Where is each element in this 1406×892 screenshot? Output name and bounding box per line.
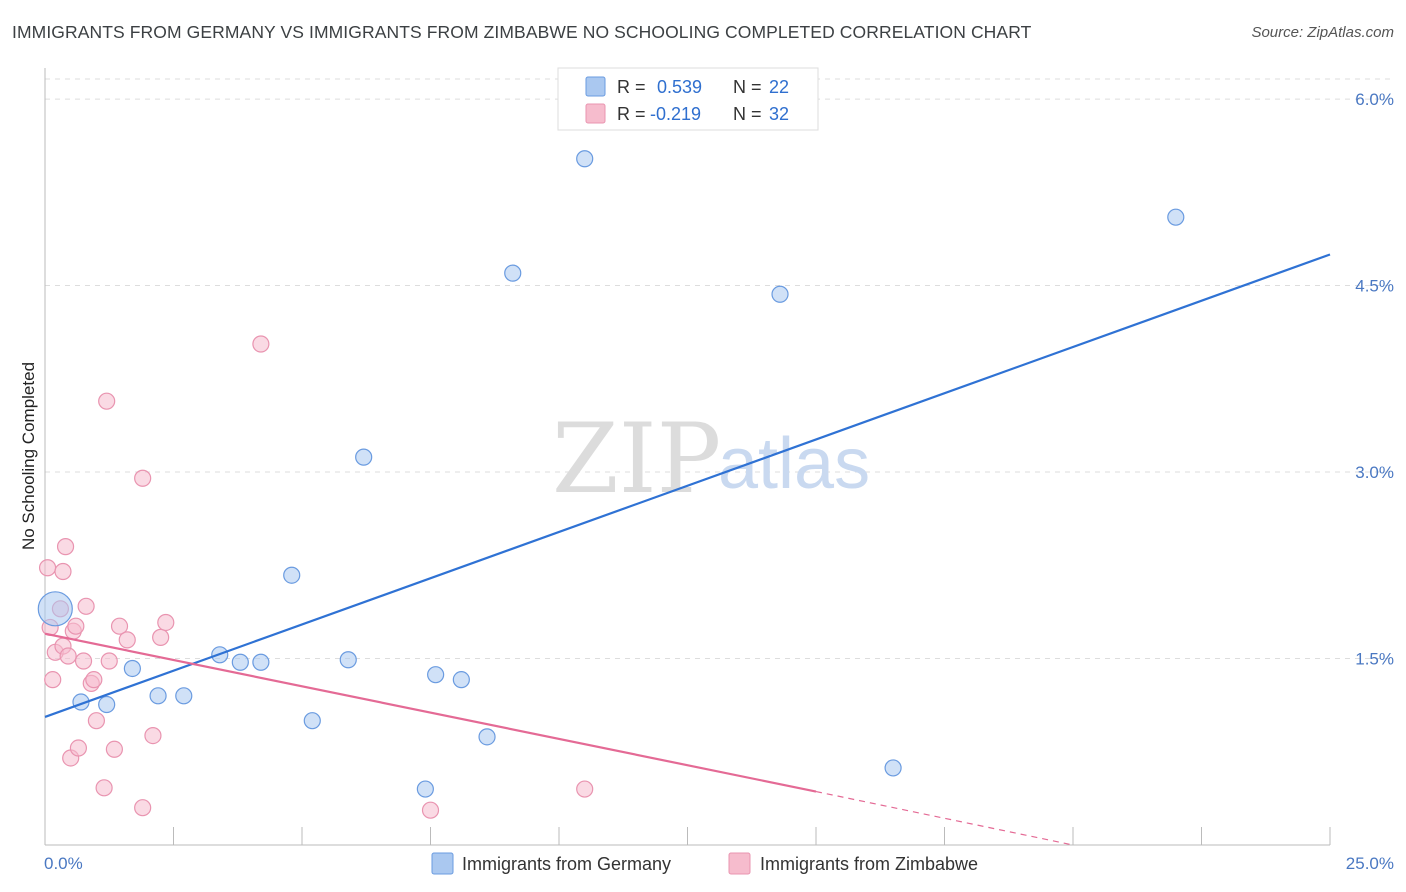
germany-point-4	[149, 687, 167, 705]
x-tick-label-25: 25.0%	[1346, 854, 1394, 873]
zimbabwe-point-12	[69, 739, 88, 757]
zimbabwe-point-18	[95, 779, 113, 797]
legend-zimbabwe-swatch	[585, 103, 606, 124]
legend-zimbabwe-n-value: 32	[769, 104, 789, 124]
germany-point-12	[355, 448, 373, 466]
germany-point-19	[771, 285, 789, 303]
source-credit: Source: ZipAtlas.com	[1251, 24, 1394, 41]
legend-bottom-zimbabwe-label: Immigrants from Zimbabwe	[760, 854, 978, 874]
zimbabwe-point-28	[157, 613, 175, 632]
germany-point-7	[231, 653, 249, 671]
germany-point-18	[576, 150, 594, 168]
legend-stats: R = 0.539 N = 22 R = -0.219 N = 32	[557, 67, 819, 131]
germany-point-5	[175, 687, 193, 705]
zimbabwe-point-6	[54, 562, 72, 581]
y-axis-label: No Schooling Completed	[19, 362, 38, 550]
germany-point-2	[98, 695, 116, 714]
zimbabwe-point-27	[152, 628, 170, 646]
germany-point-15	[452, 671, 470, 689]
legend-series: Immigrants from Germany Immigrants from …	[431, 852, 978, 875]
zimbabwe-point-2	[44, 671, 62, 689]
germany-point-9	[283, 566, 301, 584]
germany-point-17	[504, 264, 522, 282]
zimbabwe-point-30	[421, 801, 440, 819]
germany-point-8	[252, 653, 270, 671]
zimbabwe-point-20	[100, 652, 118, 670]
zimbabwe-point-23	[118, 631, 136, 649]
legend-germany-r-value: 0.539	[657, 77, 702, 97]
y-tick-label-2: 4.5%	[1355, 277, 1394, 296]
zimbabwe-trend-line	[44, 632, 817, 793]
trend-lines	[44, 253, 1331, 846]
zimbabwe-point-26	[144, 726, 162, 745]
zimbabwe-point-17	[87, 712, 106, 730]
zimbabwe-point-31	[576, 780, 594, 798]
zimbabwe-point-0	[38, 559, 57, 577]
zimbabwe-point-13	[74, 652, 93, 670]
zimbabwe-point-24	[134, 799, 152, 817]
germany-point-21	[1167, 208, 1185, 226]
legend-bottom-germany-swatch	[431, 852, 454, 875]
zimbabwe-point-29	[252, 335, 270, 353]
watermark-zip: ZIP	[552, 403, 721, 515]
zimbabwe-point-8	[59, 647, 77, 665]
legend-germany-n-value: 22	[769, 77, 789, 97]
zimbabwe-point-25	[134, 469, 152, 487]
x-tick-label-0: 0.0%	[44, 854, 83, 873]
legend-zimbabwe-r-label: R =	[617, 104, 646, 124]
germany-point-10	[303, 712, 321, 730]
germany-point-14	[427, 666, 445, 684]
zimbabwe-point-22	[110, 617, 129, 635]
gridlines	[45, 78, 1394, 660]
legend-germany-r-label: R =	[617, 77, 646, 97]
legend-zimbabwe-r-value: -0.219	[650, 104, 701, 124]
zimbabwe-point-16	[85, 671, 103, 689]
zimbabwe-point-11	[67, 617, 85, 635]
germany-point-20	[884, 759, 902, 777]
legend-germany-swatch	[585, 76, 606, 97]
germany-trend-line	[44, 253, 1331, 718]
zimbabwe-point-19	[98, 392, 116, 410]
y-axis-tick-labels: 1.5% 3.0% 4.5% 6.0%	[1355, 90, 1394, 668]
germany-point-0	[37, 591, 73, 627]
y-tick-label-0: 1.5%	[1355, 650, 1394, 669]
legend-bottom-germany-label: Immigrants from Germany	[462, 854, 671, 874]
legend-zimbabwe-n-label: N =	[733, 104, 762, 124]
zimbabwe-point-14	[77, 597, 95, 615]
x-axis-ticks	[44, 827, 1331, 845]
series-zimbabwe-points	[38, 335, 594, 819]
y-tick-label-3: 6.0%	[1355, 90, 1394, 109]
zimbabwe-point-21	[105, 740, 123, 758]
germany-point-16	[478, 728, 496, 746]
germany-point-13	[416, 780, 434, 798]
watermark-atlas: atlas	[718, 424, 870, 504]
series-germany-points	[37, 150, 1185, 798]
legend-bottom-zimbabwe-swatch	[728, 852, 751, 875]
watermark: ZIP atlas	[552, 403, 870, 515]
zimbabwe-point-7	[56, 538, 75, 556]
legend-germany-n-label: N =	[733, 77, 762, 97]
germany-point-11	[339, 651, 357, 669]
chart-title: IMMIGRANTS FROM GERMANY VS IMMIGRANTS FR…	[12, 22, 1032, 42]
y-tick-label-1: 3.0%	[1355, 463, 1394, 482]
germany-point-3	[123, 659, 141, 678]
